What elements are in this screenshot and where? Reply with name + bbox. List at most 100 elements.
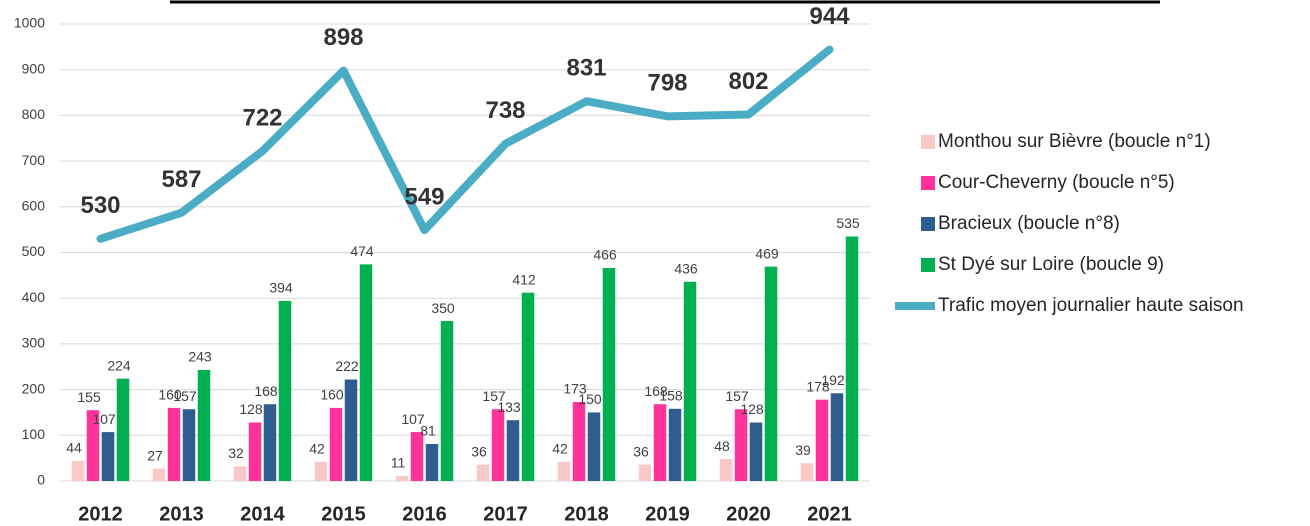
- bar: [764, 266, 778, 481]
- bar: [182, 409, 196, 481]
- bar-value-label: 222: [335, 358, 359, 374]
- bar-value-label: 133: [497, 399, 521, 415]
- bar-value-label: 107: [92, 411, 116, 427]
- bar-value-label: 394: [269, 280, 293, 296]
- bar-value-label: 412: [512, 271, 536, 287]
- bar-value-label: 11: [391, 455, 406, 471]
- bar: [653, 404, 667, 481]
- bar-value-label: 160: [320, 387, 344, 403]
- line-value-label: 722: [242, 104, 282, 131]
- bar: [602, 268, 616, 481]
- x-tick-label: 2018: [564, 503, 609, 525]
- bar: [668, 408, 682, 481]
- bar: [800, 463, 814, 481]
- bar-value-label: 350: [431, 300, 455, 316]
- legend-swatch: [921, 258, 935, 272]
- bar: [248, 422, 262, 481]
- bar-value-label: 192: [821, 372, 845, 388]
- legend-label: Trafic moyen journalier haute saison: [938, 295, 1244, 316]
- bar: [197, 369, 211, 481]
- bar: [233, 466, 247, 481]
- bar: [101, 432, 115, 481]
- bar: [359, 264, 373, 481]
- bar-value-label: 32: [228, 445, 244, 461]
- bar-value-label: 474: [350, 243, 374, 259]
- legend-label: St Dyé sur Loire (boucle 9): [938, 254, 1164, 275]
- bar: [425, 443, 439, 481]
- legend-swatch: [921, 176, 935, 190]
- bar: [638, 464, 652, 481]
- y-tick-label: 900: [22, 60, 46, 76]
- bar: [329, 407, 343, 481]
- x-tick-label: 2021: [807, 503, 852, 525]
- bar-value-label: 27: [147, 447, 163, 463]
- y-tick-label: 0: [37, 472, 45, 488]
- bar: [815, 399, 829, 481]
- bar: [314, 461, 328, 481]
- bar: [719, 459, 733, 481]
- line-value-label: 798: [647, 70, 687, 97]
- bar-value-label: 158: [659, 387, 683, 403]
- legend-label: Bracieux (boucle n°8): [938, 213, 1120, 234]
- bar-value-label: 48: [714, 438, 730, 454]
- bar-value-label: 157: [725, 388, 749, 404]
- bar: [572, 401, 586, 481]
- bar: [410, 432, 424, 481]
- legend-label: Cour-Cheverny (boucle n°5): [938, 172, 1175, 193]
- bar-value-label: 81: [420, 423, 436, 439]
- bar-value-label: 168: [254, 383, 278, 399]
- bar: [71, 460, 85, 481]
- bar: [491, 409, 505, 481]
- line-value-label: 549: [404, 183, 444, 210]
- bar-value-label: 469: [755, 245, 779, 261]
- bar: [476, 464, 490, 481]
- x-tick-label: 2012: [78, 503, 123, 525]
- bar: [86, 410, 100, 481]
- bar-value-label: 42: [552, 441, 568, 457]
- x-tick-label: 2014: [240, 503, 285, 525]
- line-value-label: 587: [161, 166, 201, 193]
- bar-value-label: 107: [401, 411, 425, 427]
- line-value-label: 898: [323, 24, 363, 51]
- bar-value-label: 436: [674, 260, 698, 276]
- line-value-label: 530: [80, 192, 120, 219]
- legend-label: Monthou sur Bièvre (boucle n°1): [938, 131, 1211, 152]
- bar-value-label: 36: [471, 443, 487, 459]
- bar-value-label: 178: [806, 378, 830, 394]
- bar-value-label: 155: [77, 389, 101, 405]
- x-tick-label: 2020: [726, 503, 771, 525]
- x-tick-label: 2015: [321, 503, 366, 525]
- bar-value-label: 44: [66, 440, 82, 456]
- bar: [749, 422, 763, 481]
- line-value-label: 738: [485, 97, 525, 124]
- bar-value-label: 173: [563, 381, 587, 397]
- x-tick-label: 2013: [159, 503, 204, 525]
- bar: [506, 420, 520, 481]
- bar: [440, 321, 454, 481]
- bar-value-label: 39: [795, 442, 811, 458]
- bar-value-label: 466: [593, 247, 617, 263]
- line-value-label: 944: [809, 3, 850, 30]
- bar: [152, 468, 166, 481]
- y-tick-label: 100: [22, 426, 46, 442]
- bar: [521, 292, 535, 481]
- bar: [395, 475, 409, 481]
- bar-value-label: 157: [482, 388, 506, 404]
- bar-value-label: 168: [644, 383, 668, 399]
- bar: [116, 378, 130, 481]
- bar-value-label: 224: [107, 357, 131, 373]
- y-tick-label: 500: [22, 243, 46, 259]
- bar: [683, 281, 697, 481]
- bar: [830, 393, 844, 481]
- x-tick-label: 2016: [402, 503, 447, 525]
- bar-value-label: 157: [173, 388, 197, 404]
- bar-value-label: 42: [309, 441, 325, 457]
- bar-value-label: 128: [740, 401, 764, 417]
- bar-value-label: 128: [239, 401, 263, 417]
- bar: [278, 300, 292, 481]
- y-tick-label: 200: [22, 380, 46, 396]
- y-tick-label: 700: [22, 152, 46, 168]
- bar: [263, 404, 277, 481]
- y-tick-label: 300: [22, 335, 46, 351]
